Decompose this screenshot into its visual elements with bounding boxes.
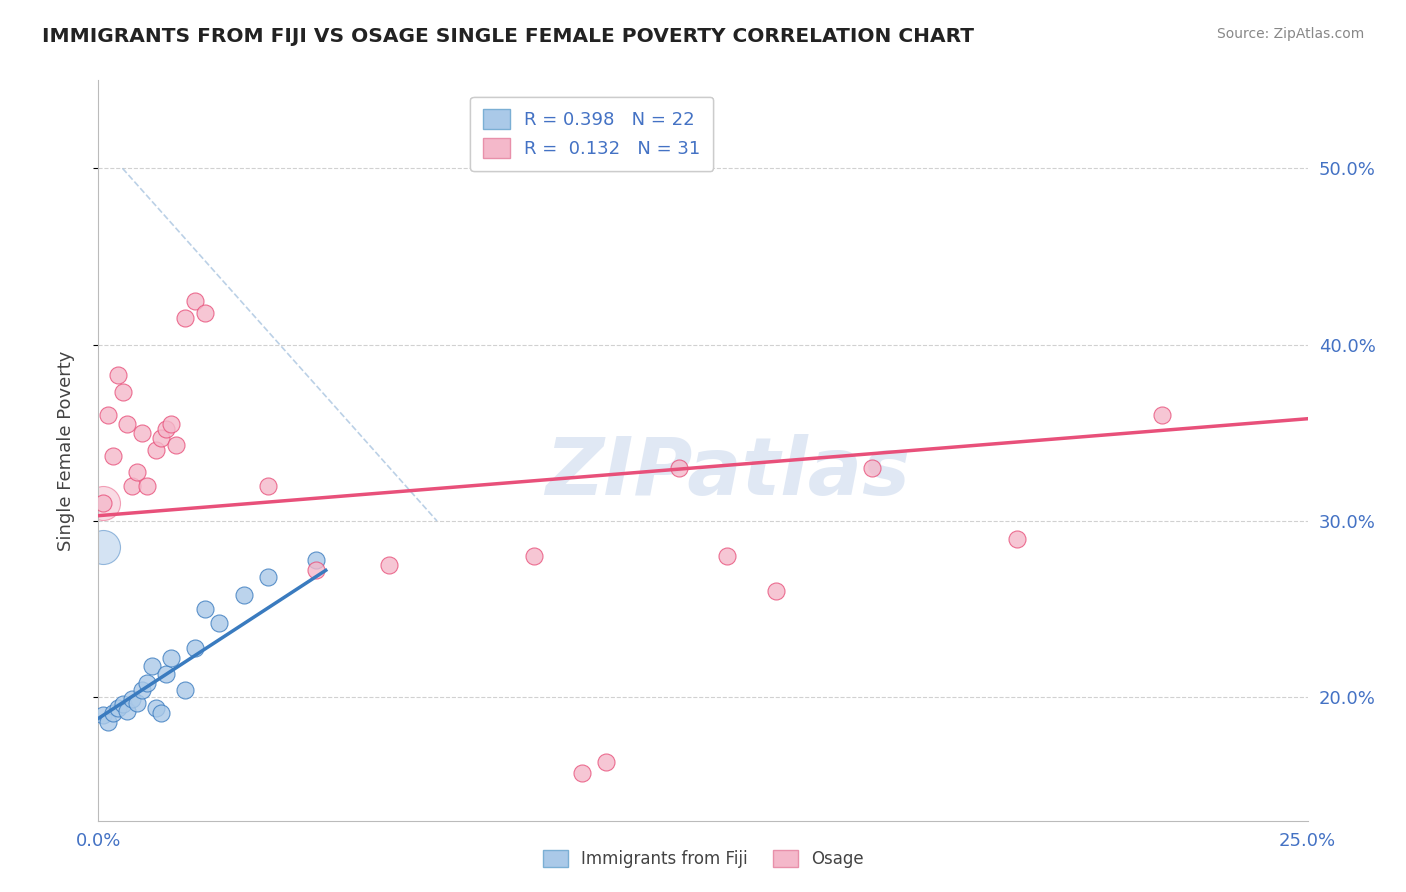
Point xyxy=(150,431,173,445)
Point xyxy=(97,714,120,729)
Point xyxy=(160,417,183,431)
Point xyxy=(716,549,738,564)
Point xyxy=(595,756,617,770)
Point xyxy=(91,496,114,510)
Point xyxy=(160,651,183,665)
Point xyxy=(121,479,143,493)
Point xyxy=(860,461,883,475)
Point xyxy=(765,584,787,599)
Point xyxy=(107,368,129,382)
Point xyxy=(523,549,546,564)
Text: Source: ZipAtlas.com: Source: ZipAtlas.com xyxy=(1216,27,1364,41)
Point xyxy=(668,461,690,475)
Point xyxy=(208,616,231,631)
Point xyxy=(135,676,157,690)
Point xyxy=(131,683,153,698)
Point xyxy=(101,449,124,463)
Point xyxy=(377,558,399,572)
Point xyxy=(117,704,139,718)
Point xyxy=(111,698,134,712)
Point xyxy=(135,479,157,493)
Point xyxy=(174,683,197,698)
Point xyxy=(305,553,328,567)
Point xyxy=(165,438,187,452)
Point xyxy=(1152,408,1174,422)
Point xyxy=(111,385,134,400)
Point xyxy=(145,701,167,715)
Point xyxy=(194,602,217,616)
Legend: R = 0.398   N = 22, R =  0.132   N = 31: R = 0.398 N = 22, R = 0.132 N = 31 xyxy=(470,96,713,170)
Point xyxy=(101,706,124,720)
Point xyxy=(256,479,278,493)
Point xyxy=(155,667,177,681)
Point xyxy=(150,706,173,720)
Point xyxy=(145,443,167,458)
Point xyxy=(91,541,114,555)
Point xyxy=(97,408,120,422)
Point xyxy=(1007,532,1029,546)
Point xyxy=(256,570,278,584)
Point xyxy=(184,640,207,655)
Point xyxy=(131,425,153,440)
Point xyxy=(121,692,143,706)
Point xyxy=(117,417,139,431)
Text: ZIPatlas: ZIPatlas xyxy=(544,434,910,512)
Point xyxy=(571,766,593,780)
Legend: Immigrants from Fiji, Osage: Immigrants from Fiji, Osage xyxy=(536,843,870,875)
Point xyxy=(141,658,163,673)
Point xyxy=(619,153,641,167)
Point xyxy=(91,707,114,722)
Point xyxy=(127,465,149,479)
Point xyxy=(107,701,129,715)
Point xyxy=(91,496,114,510)
Point xyxy=(174,311,197,326)
Text: IMMIGRANTS FROM FIJI VS OSAGE SINGLE FEMALE POVERTY CORRELATION CHART: IMMIGRANTS FROM FIJI VS OSAGE SINGLE FEM… xyxy=(42,27,974,45)
Point xyxy=(127,696,149,710)
Point xyxy=(184,293,207,308)
Point xyxy=(232,588,254,602)
Point xyxy=(155,422,177,436)
Point xyxy=(305,563,328,577)
Y-axis label: Single Female Poverty: Single Female Poverty xyxy=(56,351,75,550)
Point xyxy=(194,306,217,320)
